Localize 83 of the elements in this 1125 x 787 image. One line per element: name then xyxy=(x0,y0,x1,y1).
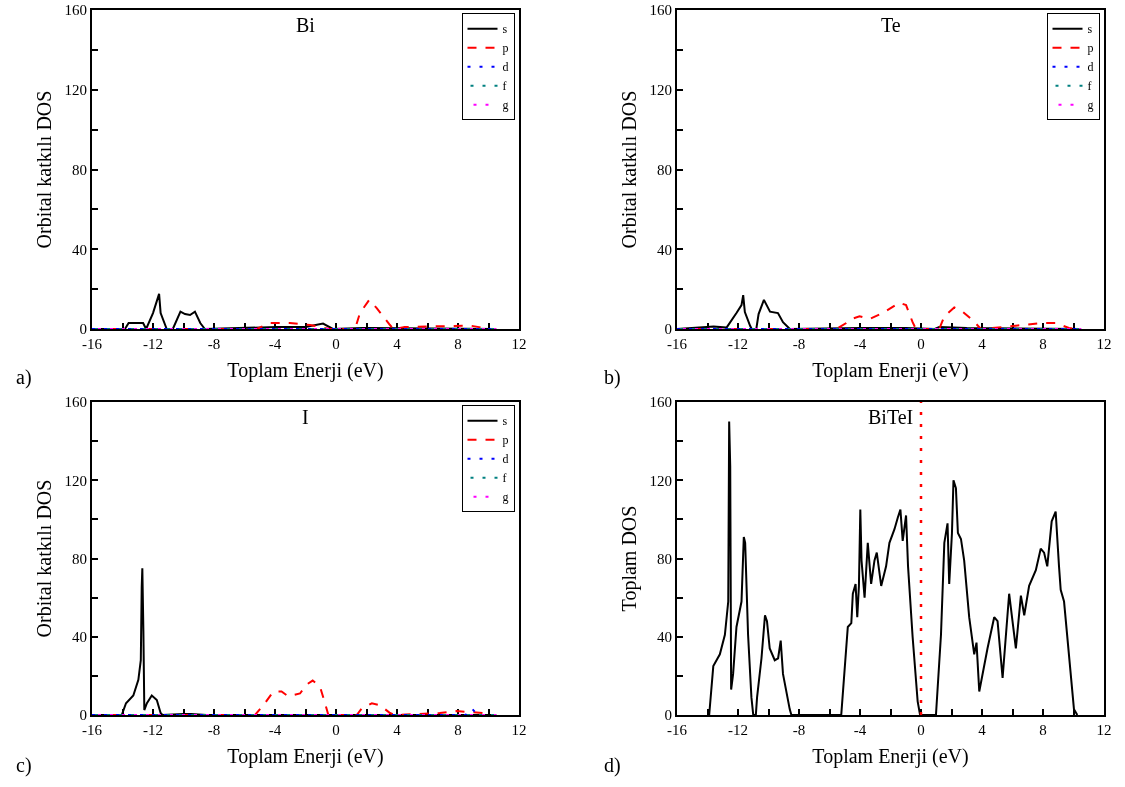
y-tick-label: 0 xyxy=(664,707,672,724)
legend-label: d xyxy=(1087,60,1094,75)
x-tick-label: 12 xyxy=(511,722,527,738)
x-tick-label: -16 xyxy=(82,336,103,352)
x-tick-label: 8 xyxy=(1039,722,1047,738)
x-tick-label: 8 xyxy=(1039,336,1047,352)
y-tick-label: 160 xyxy=(64,2,87,19)
legend-label: s xyxy=(502,22,508,37)
x-tick-label: -16 xyxy=(667,722,688,738)
y-axis-title: Orbital katkılı DOS xyxy=(617,90,640,249)
y-tick-label: 80 xyxy=(657,550,672,567)
y-tick-label: 160 xyxy=(649,2,672,19)
legend-label: d xyxy=(502,60,509,75)
y-axis-title: Toplam DOS xyxy=(617,505,641,612)
x-tick-label: 4 xyxy=(393,722,402,738)
y-tick-label: 160 xyxy=(649,394,672,411)
x-tick-label: -4 xyxy=(268,722,282,738)
x-tick-label: 4 xyxy=(978,722,987,738)
legend-label: g xyxy=(502,98,509,113)
y-axis-title: Orbital katkılı DOS xyxy=(32,90,55,249)
x-tick-label: 12 xyxy=(1096,722,1112,738)
legend-label: s xyxy=(1087,22,1093,37)
text: c) xyxy=(16,754,32,777)
x-tick-label: -8 xyxy=(207,722,221,738)
x-tick-label: -4 xyxy=(853,336,867,352)
legend-label: p xyxy=(502,433,509,448)
y-tick-label: 160 xyxy=(64,394,87,411)
x-tick-label: 0 xyxy=(332,336,340,352)
text: b) xyxy=(604,366,621,389)
y-axis-title: Orbital katkılı DOS xyxy=(32,479,55,638)
y-tick-label: 80 xyxy=(657,161,672,178)
legend-label: g xyxy=(1087,98,1094,113)
x-tick-label: -16 xyxy=(667,336,688,352)
x-tick-label: 12 xyxy=(1096,336,1112,352)
y-tick-label: 120 xyxy=(64,82,87,98)
x-tick-label: -4 xyxy=(853,722,867,738)
y-tick-label: 120 xyxy=(64,472,87,489)
x-tick-label: 0 xyxy=(917,336,925,352)
chart-title: Bi xyxy=(296,14,316,36)
x-tick-label: 0 xyxy=(332,722,340,738)
x-tick-label: 0 xyxy=(917,722,925,738)
x-tick-label: -4 xyxy=(268,336,282,352)
y-tick-label: 40 xyxy=(657,629,672,645)
legend-label: p xyxy=(502,41,509,56)
legend-label: d xyxy=(502,452,509,467)
x-axis-title: Toplam Enerji (eV) xyxy=(812,359,969,382)
y-tick-label: 0 xyxy=(664,321,672,338)
y-tick-label: 80 xyxy=(72,550,87,567)
y-tick-label: 0 xyxy=(79,321,87,338)
y-tick-label: 40 xyxy=(72,241,87,258)
x-tick-label: -8 xyxy=(207,336,221,352)
chart-title: BiTeI xyxy=(868,406,914,428)
legend-label: s xyxy=(502,414,508,429)
legend-label: f xyxy=(502,471,507,486)
y-tick-label: 40 xyxy=(72,629,87,645)
text: d) xyxy=(604,754,621,777)
x-tick-label: 8 xyxy=(454,336,462,352)
x-axis-title: Toplam Enerji (eV) xyxy=(812,745,969,768)
legend-label: g xyxy=(502,490,509,505)
y-tick-label: 80 xyxy=(72,161,87,178)
legend-label: p xyxy=(1087,41,1094,56)
text: a) xyxy=(16,366,32,389)
x-tick-label: -12 xyxy=(728,722,748,738)
legend-label: f xyxy=(502,79,507,94)
x-tick-label: 12 xyxy=(511,336,527,352)
chart-title: Te xyxy=(881,14,901,36)
legend-label: f xyxy=(1087,79,1092,94)
y-tick-label: 0 xyxy=(79,707,87,724)
x-tick-label: -12 xyxy=(143,722,163,738)
x-tick-label: -8 xyxy=(792,722,806,738)
x-tick-label: -12 xyxy=(143,336,163,352)
x-tick-label: -12 xyxy=(728,336,748,352)
y-tick-label: 120 xyxy=(649,82,672,98)
x-tick-label: -8 xyxy=(792,336,806,352)
x-tick-label: 4 xyxy=(393,336,402,352)
y-tick-label: 120 xyxy=(649,472,672,489)
chart-title: I xyxy=(302,406,309,428)
x-axis-title: Toplam Enerji (eV) xyxy=(227,745,384,768)
x-tick-label: -16 xyxy=(82,722,103,738)
y-tick-label: 40 xyxy=(657,241,672,258)
x-tick-label: 4 xyxy=(978,336,987,352)
x-axis-title: Toplam Enerji (eV) xyxy=(227,359,384,382)
x-tick-label: 8 xyxy=(454,722,462,738)
